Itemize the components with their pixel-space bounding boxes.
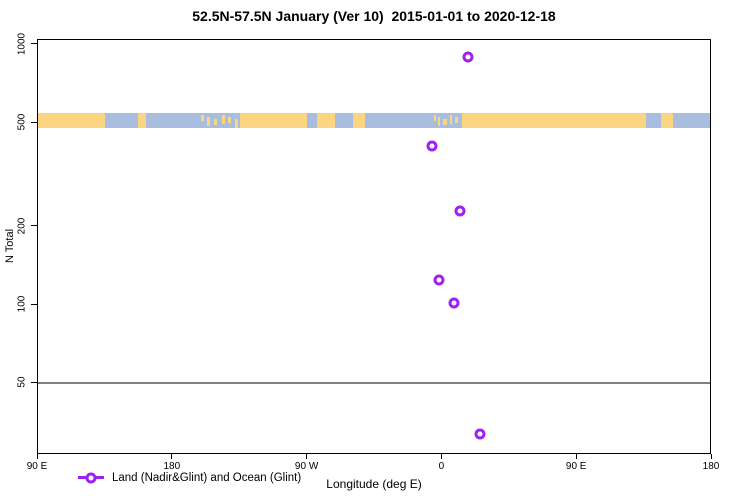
land-island-speckle [200,115,204,122]
data-point [462,51,474,63]
y-tick-mark [31,303,37,305]
land-island-speckle [433,115,436,122]
legend-circle-icon [85,472,97,483]
x-tick-label: 90 E [565,461,587,472]
y-tick-label: 500 [16,113,28,131]
land-island-speckle [214,119,218,126]
plot-area: Land (Nadir&Glint) and Ocean (Glint) [37,39,711,484]
x-tick-mark [575,454,577,459]
y-tick-mark [31,225,37,227]
land-island-speckle [450,115,453,125]
land-segment [353,113,366,129]
land-island-speckle [455,117,458,124]
reference-line-50 [38,382,710,385]
land-segment [239,113,307,129]
data-point [426,140,438,152]
x-tick-mark [710,454,712,459]
land-island-speckle [207,117,211,127]
y-tick-label: 200 [16,217,28,235]
x-tick-label: 180 [702,461,720,472]
x-tick-label: 90 E [26,461,48,472]
data-point [448,297,460,309]
map-band [38,113,710,129]
y-tick-mark [31,43,37,45]
land-island-speckle [221,115,225,125]
x-tick-mark [306,454,308,459]
land-segment [317,113,336,129]
x-tick-label: 0 [438,461,445,472]
data-point [474,428,486,440]
land-segment [138,113,146,129]
y-axis-label: N Total [4,228,16,264]
y-tick-label: 1000 [16,32,28,56]
y-tick-label: 100 [16,295,28,313]
x-tick-mark [171,454,173,459]
x-tick-mark [440,454,442,459]
land-segment [660,113,673,129]
land-island-speckle [235,119,239,129]
land-island-speckle [228,117,232,124]
x-axis-label: Longitude (deg E) [326,477,422,491]
data-point [454,205,466,217]
land-island-speckle [438,117,441,127]
chart-title: 52.5N-57.5N January (Ver 10) 2015-01-01 … [192,8,556,24]
legend-marker-icon [78,470,104,485]
y-tick-mark [31,381,37,383]
data-point [433,274,445,286]
land-island-speckle [443,119,448,126]
x-tick-label: 90 W [294,461,319,472]
legend-label: Land (Nadir&Glint) and Ocean (Glint) [112,471,302,484]
y-tick-label: 50 [16,376,28,388]
x-tick-mark [36,454,38,459]
x-tick-label: 180 [163,461,181,472]
land-segment [38,113,106,129]
y-tick-mark [31,121,37,123]
legend: Land (Nadir&Glint) and Ocean (Glint) [78,470,301,485]
land-segment [462,113,646,129]
